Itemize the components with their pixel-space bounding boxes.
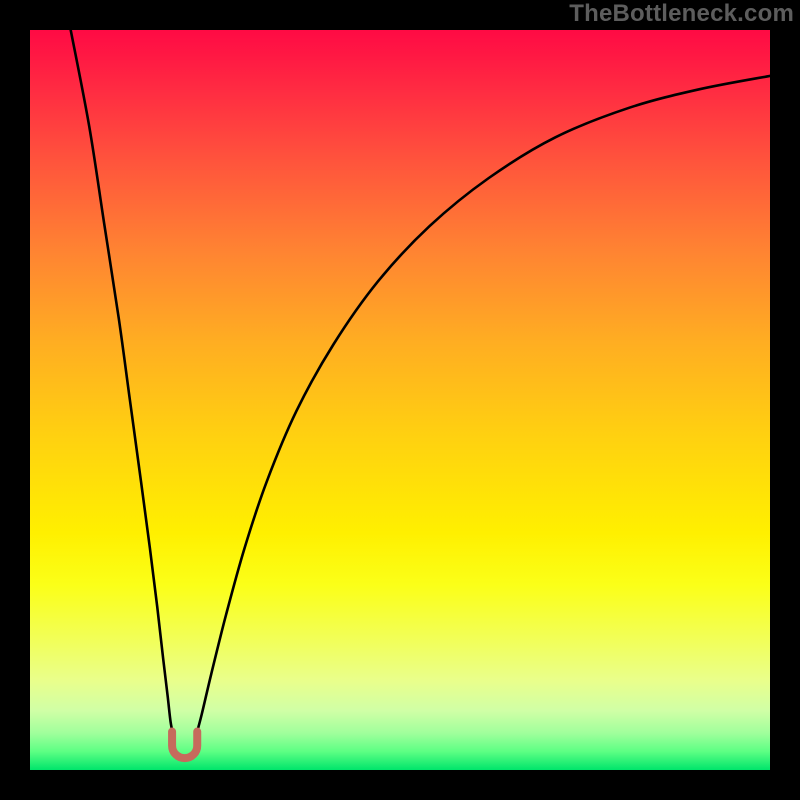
watermark-text: TheBottleneck.com [569, 0, 794, 28]
plot-area [30, 30, 770, 770]
left-branch-curve [71, 30, 174, 737]
valley-marker [172, 732, 197, 759]
chart-stage: TheBottleneck.com [0, 0, 800, 800]
curve-layer [30, 30, 770, 770]
right-branch-curve [196, 76, 770, 737]
